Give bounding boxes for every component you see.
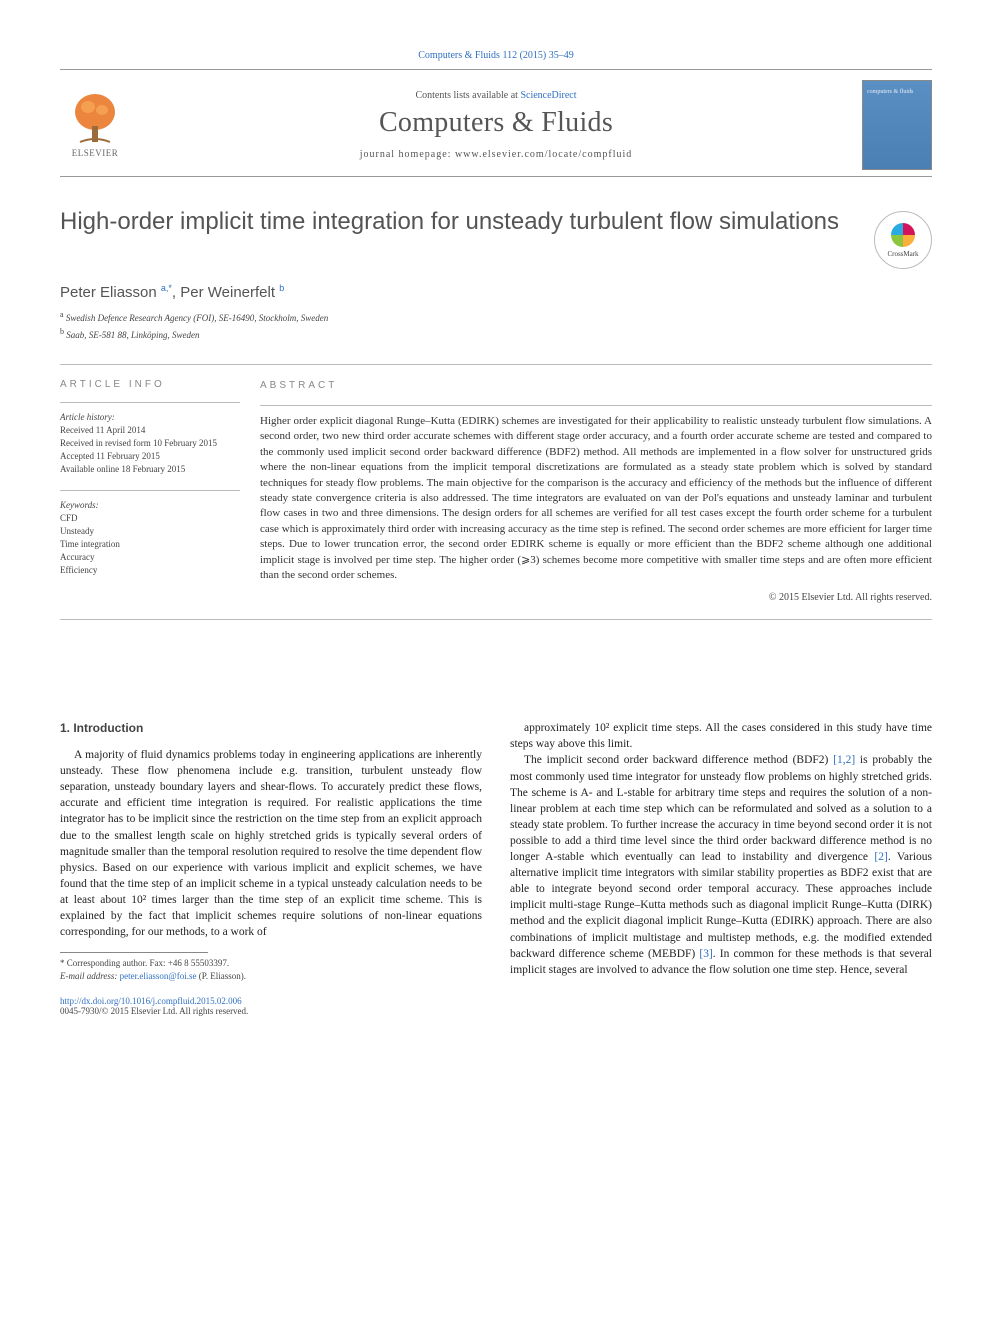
author-2-affil-mark: b xyxy=(279,283,284,293)
email-label: E-mail address: xyxy=(60,971,120,981)
keyword-1: CFD xyxy=(60,512,240,525)
elsevier-tree-icon xyxy=(70,92,120,146)
info-abstract-row: ARTICLE INFO Article history: Received 1… xyxy=(60,364,932,620)
body-paragraph-2b: The implicit second order backward diffe… xyxy=(510,752,932,977)
history-received: Received 11 April 2014 xyxy=(60,424,240,437)
keyword-2: Unsteady xyxy=(60,525,240,538)
citation-link[interactable]: Computers & Fluids 112 (2015) 35–49 xyxy=(418,50,573,61)
keyword-4: Accuracy xyxy=(60,551,240,564)
masthead-center: Contents lists available at ScienceDirec… xyxy=(150,90,842,160)
journal-name: Computers & Fluids xyxy=(150,107,842,139)
homepage-url[interactable]: www.elsevier.com/locate/compfluid xyxy=(455,149,632,160)
body-text: 1. Introduction A majority of fluid dyna… xyxy=(60,720,932,982)
doi-footer: http://dx.doi.org/10.1016/j.compfluid.20… xyxy=(60,996,932,1016)
body-paragraph-1: A majority of fluid dynamics problems to… xyxy=(60,747,482,940)
crossmark-icon xyxy=(891,223,915,247)
doi-link[interactable]: http://dx.doi.org/10.1016/j.compfluid.20… xyxy=(60,996,242,1006)
history-accepted: Accepted 11 February 2015 xyxy=(60,450,240,463)
cover-text: computers & fluids xyxy=(867,89,927,95)
history-label: Article history: xyxy=(60,411,240,424)
history-revised: Received in revised form 10 February 201… xyxy=(60,437,240,450)
keywords-label: Keywords: xyxy=(60,499,240,512)
issn-copyright: 0045-7930/© 2015 Elsevier Ltd. All right… xyxy=(60,1006,248,1016)
abstract-heading: ABSTRACT xyxy=(260,379,932,393)
footnote-divider xyxy=(60,952,208,953)
affiliation-b: b Saab, SE-581 88, Linköping, Sweden xyxy=(60,326,932,343)
contents-available: Contents lists available at ScienceDirec… xyxy=(150,90,842,101)
corresponding-email-link[interactable]: peter.eliasson@foi.se xyxy=(120,971,197,981)
affiliations: a Swedish Defence Research Agency (FOI),… xyxy=(60,309,932,342)
elsevier-logo[interactable]: ELSEVIER xyxy=(60,87,130,163)
article-info-heading: ARTICLE INFO xyxy=(60,379,240,390)
affiliation-a: a Swedish Defence Research Agency (FOI),… xyxy=(60,309,932,326)
crossmark-badge[interactable]: CrossMark xyxy=(874,211,932,269)
section-1-title: 1. Introduction xyxy=(60,720,482,737)
author-line: Peter Eliasson a,*, Per Weinerfelt b xyxy=(60,283,932,301)
citation-header: Computers & Fluids 112 (2015) 35–49 xyxy=(60,50,932,61)
article-history-block: Article history: Received 11 April 2014 … xyxy=(60,402,240,476)
ref-link-1-2[interactable]: [1,2] xyxy=(833,754,855,766)
keyword-3: Time integration xyxy=(60,538,240,551)
elsevier-label: ELSEVIER xyxy=(72,148,119,158)
author-1-name[interactable]: Peter Eliasson xyxy=(60,284,157,301)
keywords-block: Keywords: CFD Unsteady Time integration … xyxy=(60,490,240,577)
masthead: ELSEVIER Contents lists available at Sci… xyxy=(60,70,932,177)
ref-link-3[interactable]: [3] xyxy=(699,948,712,960)
abstract-column: ABSTRACT Higher order explicit diagonal … xyxy=(260,379,932,605)
ref-link-2[interactable]: [2] xyxy=(874,851,887,863)
sciencedirect-link[interactable]: ScienceDirect xyxy=(520,90,576,101)
article-title: High-order implicit time integration for… xyxy=(60,207,854,237)
footnote-corresponding: * Corresponding author. Fax: +46 8 55503… xyxy=(60,957,482,982)
article-info-column: ARTICLE INFO Article history: Received 1… xyxy=(60,379,260,605)
crossmark-label: CrossMark xyxy=(887,250,918,258)
keyword-5: Efficiency xyxy=(60,564,240,577)
abstract-text: Higher order explicit diagonal Runge–Kut… xyxy=(260,405,932,583)
history-online: Available online 18 February 2015 xyxy=(60,463,240,476)
abstract-copyright: © 2015 Elsevier Ltd. All rights reserved… xyxy=(260,591,932,605)
journal-homepage: journal homepage: www.elsevier.com/locat… xyxy=(150,149,842,160)
body-paragraph-2a: approximately 10² explicit time steps. A… xyxy=(510,720,932,752)
journal-cover-thumbnail[interactable]: computers & fluids xyxy=(862,80,932,170)
spacer xyxy=(60,620,932,720)
author-2-name[interactable]: Per Weinerfelt xyxy=(180,284,275,301)
